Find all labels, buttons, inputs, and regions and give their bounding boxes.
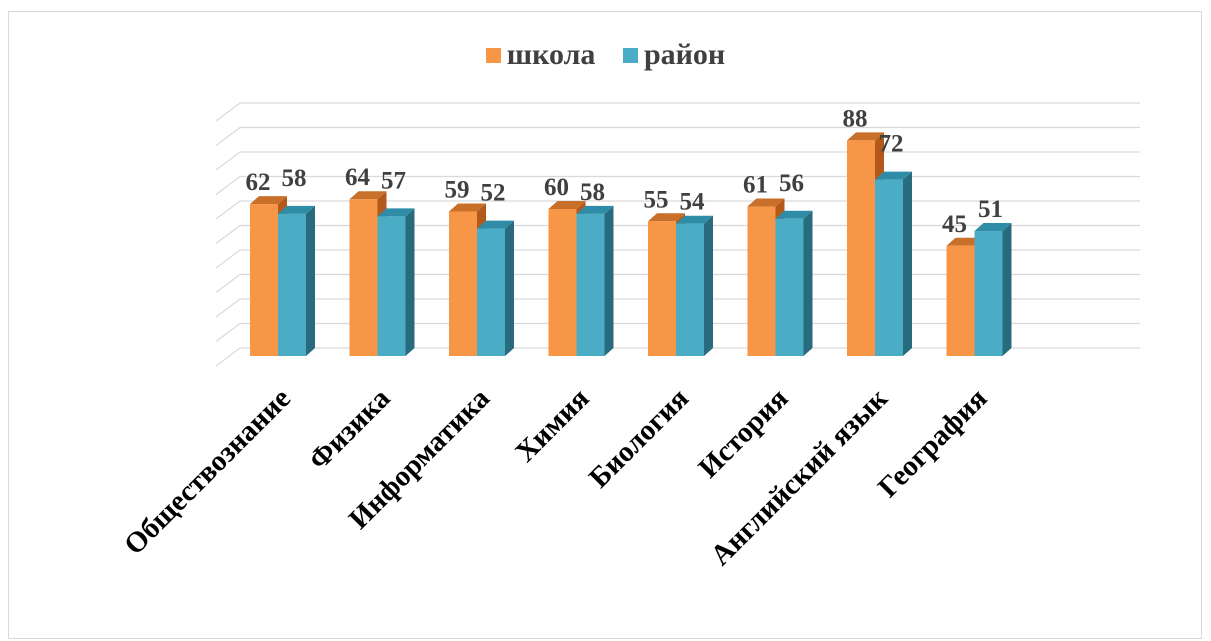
bar-front xyxy=(747,206,776,356)
category-label-4: Биология xyxy=(583,382,695,494)
data-label-district-6: 72 xyxy=(879,131,904,158)
category-label-7: География xyxy=(872,382,994,504)
category-label-3: Химия xyxy=(509,382,595,468)
category-label-5: История xyxy=(692,382,794,484)
gridline xyxy=(215,322,1140,342)
bar-top xyxy=(250,196,287,205)
gridlines xyxy=(215,102,1140,367)
bar-front xyxy=(250,204,278,356)
data-label-district-2: 52 xyxy=(481,180,506,207)
gridline xyxy=(215,298,1140,318)
bar-top xyxy=(974,223,1012,232)
data-label-district-0: 58 xyxy=(282,165,307,192)
bar-side xyxy=(903,171,912,356)
bar-district-7 xyxy=(974,223,1012,356)
bar-district-3 xyxy=(576,205,614,356)
bar-side xyxy=(704,215,713,356)
bar-district-4 xyxy=(676,215,713,356)
bar-front xyxy=(477,228,505,356)
data-labels: 62 58 64 57 59 52 60 58 55 54 61 56 88 72 45 51 xyxy=(246,105,1004,237)
bar-front xyxy=(449,211,477,356)
bar-side xyxy=(803,210,813,356)
legend-label-district: район xyxy=(643,38,726,72)
bar-district-2 xyxy=(477,220,514,356)
gridline xyxy=(215,273,1140,293)
category-label-0: Обществознание xyxy=(118,382,297,561)
gridline xyxy=(215,126,1140,146)
bar-front xyxy=(875,179,903,356)
bar-side xyxy=(505,220,514,356)
bar-top xyxy=(847,132,884,141)
bar-top xyxy=(477,220,514,229)
data-label-school-2: 59 xyxy=(445,176,470,203)
data-label-school-6: 88 xyxy=(843,105,868,132)
data-label-school-0: 62 xyxy=(246,169,271,196)
data-label-district-3: 58 xyxy=(580,179,605,206)
bar-top xyxy=(676,215,713,224)
bar-district-5 xyxy=(775,210,813,356)
legend-label-school: школа xyxy=(506,38,596,72)
bar-front xyxy=(946,245,975,356)
data-label-school-5: 61 xyxy=(743,172,768,199)
bar-top xyxy=(648,213,685,222)
chart-legend: школа район xyxy=(0,36,1211,72)
data-label-district-7: 51 xyxy=(978,196,1003,223)
gridline xyxy=(215,347,1140,367)
bar-side xyxy=(306,205,315,356)
bar-front xyxy=(349,199,378,356)
bar-front xyxy=(847,140,875,356)
gridline xyxy=(215,200,1140,220)
data-label-school-4: 55 xyxy=(644,186,669,213)
legend-item-district: район xyxy=(622,38,726,72)
bar-top xyxy=(747,198,785,207)
data-label-district-4: 54 xyxy=(680,189,706,216)
bar-top xyxy=(449,203,486,212)
bar-top xyxy=(548,201,586,209)
bar-front xyxy=(278,213,306,356)
bars xyxy=(250,132,1012,356)
data-label-school-3: 60 xyxy=(544,174,569,201)
data-label-district-1: 57 xyxy=(381,167,406,194)
bar-top xyxy=(278,205,315,214)
bar-front xyxy=(576,213,605,356)
bar-side xyxy=(1002,223,1012,356)
bar-front xyxy=(676,223,704,356)
data-label-school-1: 64 xyxy=(345,164,371,191)
bar-front xyxy=(974,231,1003,356)
gridline xyxy=(215,249,1140,269)
legend-swatch-school xyxy=(485,47,501,63)
bar-front xyxy=(548,209,577,356)
bar-side xyxy=(604,205,614,356)
bar-top xyxy=(946,237,984,246)
bar-top xyxy=(775,210,813,219)
bar-district-0 xyxy=(278,205,315,356)
bar-front xyxy=(775,218,804,356)
gridline xyxy=(215,224,1140,244)
data-label-district-5: 56 xyxy=(779,170,804,197)
bar-side xyxy=(405,208,415,356)
bar-top xyxy=(349,191,387,200)
gridline xyxy=(215,151,1140,171)
bar-top xyxy=(377,208,415,217)
legend-swatch-district xyxy=(622,47,638,63)
bar-district-6 xyxy=(875,171,912,356)
category-label-6: Английский язык xyxy=(704,382,894,572)
gridline xyxy=(215,175,1140,195)
data-label-school-7: 45 xyxy=(942,211,967,238)
bar-front xyxy=(648,221,676,356)
category-label-1: Физика xyxy=(303,382,397,476)
legend-item-school: школа xyxy=(485,38,596,72)
bar-top xyxy=(875,171,912,180)
bar-district-1 xyxy=(377,208,415,356)
bar-top xyxy=(576,205,614,214)
bar-front xyxy=(377,216,406,356)
gridline xyxy=(215,102,1140,122)
